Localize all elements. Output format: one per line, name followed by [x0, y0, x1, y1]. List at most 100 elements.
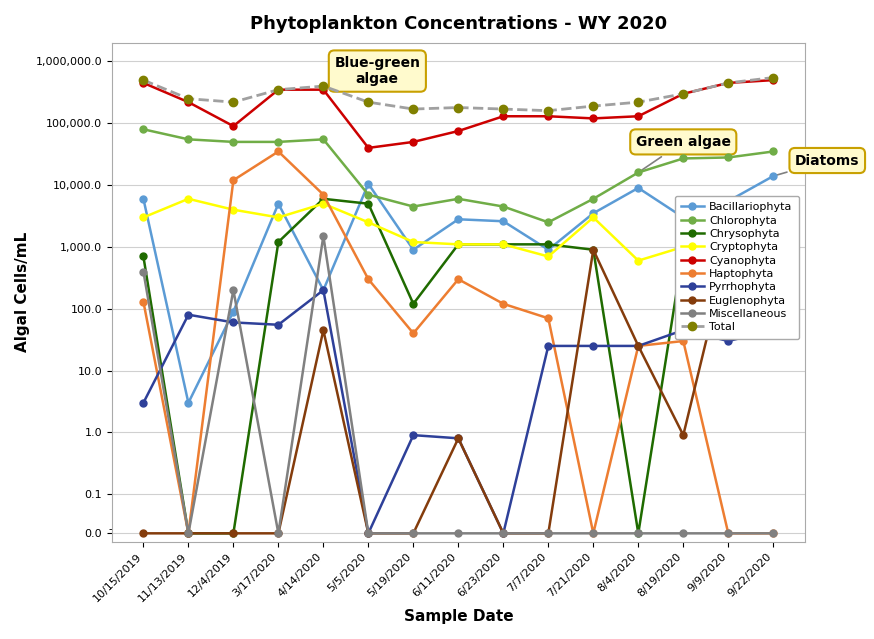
Bacillariophyta: [723, 197, 733, 205]
Chrysophyta: [184, 530, 194, 537]
Chlorophyta: [588, 195, 599, 203]
Bacillariophyta: [543, 246, 553, 254]
Chlorophyta: [498, 203, 509, 210]
Pyrrhophyta: [228, 319, 239, 327]
Chrysophyta: [318, 195, 329, 203]
Miscellaneous: [363, 530, 373, 537]
Cryptophyta: [184, 195, 194, 203]
Pyrrhophyta: [184, 311, 194, 318]
Miscellaneous: [453, 530, 463, 537]
Miscellaneous: [318, 232, 329, 240]
Pyrrhophyta: [273, 321, 283, 328]
Cyanophyta: [138, 79, 149, 87]
Text: Diatoms: Diatoms: [776, 153, 859, 175]
Total: [723, 79, 733, 87]
Total: [678, 90, 689, 98]
Legend: Bacillariophyta, Chlorophyta, Chrysophyta, Cryptophyta, Cyanophyta, Haptophyta, : Bacillariophyta, Chlorophyta, Chrysophyt…: [675, 196, 799, 339]
Euglenophyta: [588, 246, 599, 254]
Pyrrhophyta: [723, 337, 733, 345]
Total: [363, 98, 373, 106]
Chlorophyta: [723, 153, 733, 161]
Chrysophyta: [633, 530, 643, 537]
Cryptophyta: [408, 238, 419, 246]
Chlorophyta: [184, 135, 194, 143]
Bacillariophyta: [498, 217, 509, 225]
Euglenophyta: [543, 530, 553, 537]
Cyanophyta: [678, 90, 689, 98]
Title: Phytoplankton Concentrations - WY 2020: Phytoplankton Concentrations - WY 2020: [250, 15, 667, 33]
Cyanophyta: [768, 76, 779, 84]
Haptophyta: [273, 148, 283, 155]
Pyrrhophyta: [498, 530, 509, 537]
Pyrrhophyta: [633, 342, 643, 350]
Euglenophyta: [453, 435, 463, 442]
Bacillariophyta: [138, 195, 149, 203]
Line: Euglenophyta: Euglenophyta: [140, 246, 777, 537]
Euglenophyta: [633, 342, 643, 350]
Chrysophyta: [138, 252, 149, 260]
Chrysophyta: [768, 265, 779, 272]
Miscellaneous: [408, 530, 419, 537]
Cryptophyta: [318, 200, 329, 208]
Pyrrhophyta: [318, 286, 329, 294]
Pyrrhophyta: [768, 327, 779, 334]
Miscellaneous: [138, 268, 149, 275]
Chlorophyta: [138, 125, 149, 133]
Bacillariophyta: [588, 210, 599, 217]
Pyrrhophyta: [588, 342, 599, 350]
Total: [543, 107, 553, 114]
Haptophyta: [318, 191, 329, 199]
Chlorophyta: [363, 191, 373, 199]
Line: Total: Total: [139, 73, 778, 115]
Chrysophyta: [273, 238, 283, 246]
Y-axis label: Algal Cells/mL: Algal Cells/mL: [15, 232, 30, 352]
Haptophyta: [453, 275, 463, 283]
Haptophyta: [363, 275, 373, 283]
Cryptophyta: [633, 257, 643, 265]
Chlorophyta: [543, 219, 553, 226]
Euglenophyta: [723, 246, 733, 254]
Total: [138, 76, 149, 84]
Miscellaneous: [543, 530, 553, 537]
Miscellaneous: [723, 530, 733, 537]
Miscellaneous: [768, 530, 779, 537]
Chlorophyta: [453, 195, 463, 203]
Miscellaneous: [498, 530, 509, 537]
Chlorophyta: [768, 148, 779, 155]
Cryptophyta: [768, 231, 779, 238]
Pyrrhophyta: [138, 399, 149, 406]
Cyanophyta: [273, 86, 283, 93]
Chlorophyta: [273, 138, 283, 146]
Bacillariophyta: [768, 173, 779, 180]
Total: [588, 102, 599, 110]
Chrysophyta: [228, 530, 239, 537]
Cryptophyta: [723, 232, 733, 240]
Pyrrhophyta: [408, 431, 419, 439]
Line: Pyrrhophyta: Pyrrhophyta: [140, 287, 777, 537]
Line: Haptophyta: Haptophyta: [140, 148, 777, 537]
Total: [408, 105, 419, 113]
Line: Chrysophyta: Chrysophyta: [140, 196, 777, 537]
Bacillariophyta: [184, 399, 194, 406]
Haptophyta: [184, 530, 194, 537]
Bacillariophyta: [228, 308, 239, 316]
Euglenophyta: [678, 431, 689, 439]
Cryptophyta: [498, 240, 509, 248]
Total: [273, 86, 283, 93]
Haptophyta: [228, 176, 239, 184]
Cyanophyta: [498, 112, 509, 120]
Total: [318, 82, 329, 90]
Pyrrhophyta: [363, 530, 373, 537]
Chlorophyta: [678, 155, 689, 162]
Miscellaneous: [678, 530, 689, 537]
Total: [633, 98, 643, 106]
Haptophyta: [678, 337, 689, 345]
Euglenophyta: [408, 530, 419, 537]
Haptophyta: [498, 300, 509, 307]
Chlorophyta: [228, 138, 239, 146]
Total: [498, 105, 509, 113]
Bacillariophyta: [363, 180, 373, 188]
Line: Chlorophyta: Chlorophyta: [140, 126, 777, 226]
Euglenophyta: [498, 530, 509, 537]
Bacillariophyta: [318, 286, 329, 294]
